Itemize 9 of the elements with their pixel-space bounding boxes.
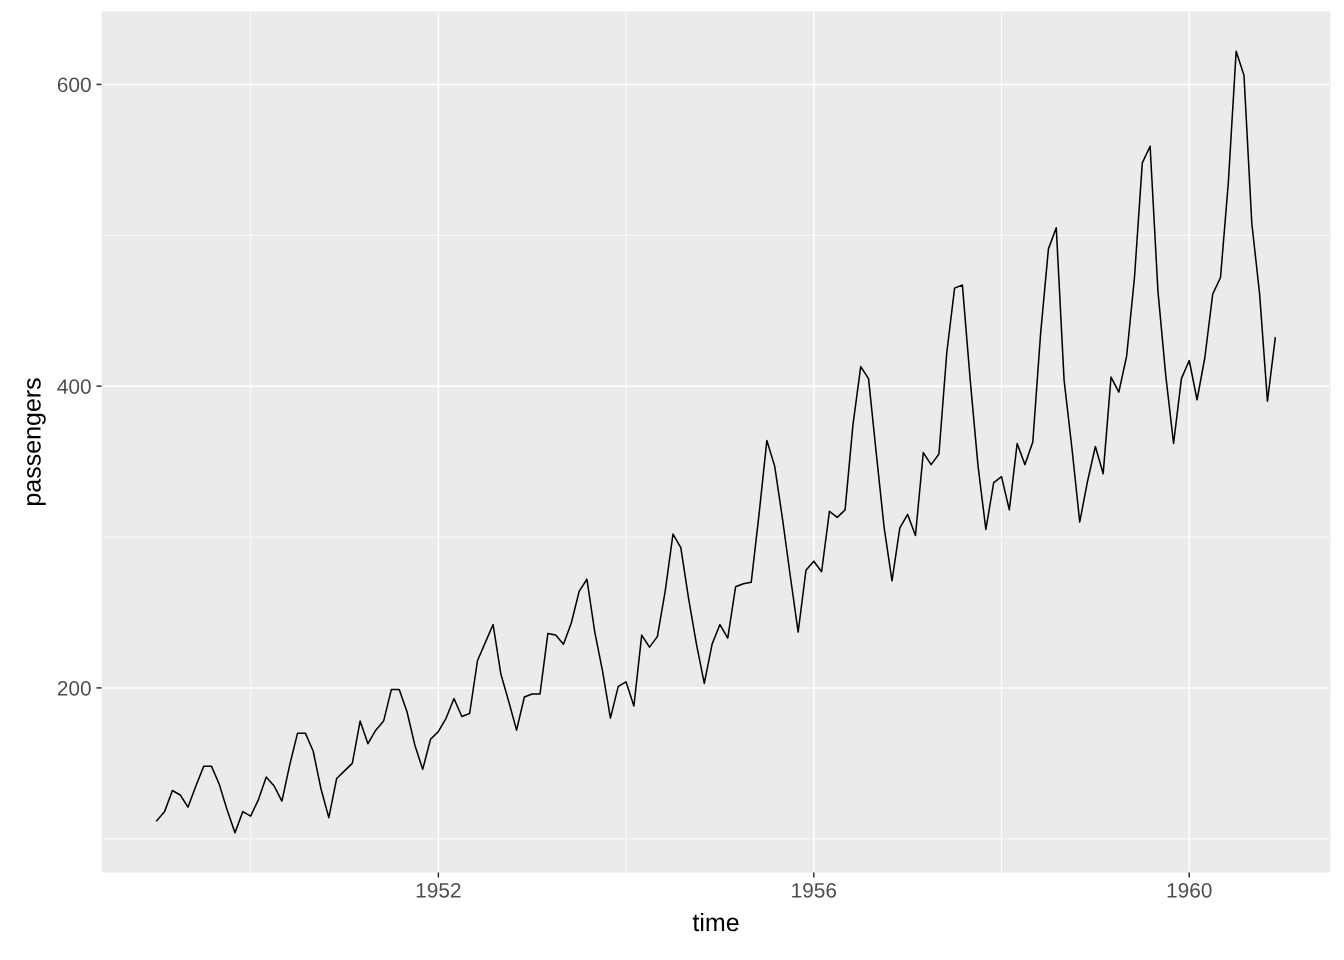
x-tick-label: 1956 xyxy=(792,882,837,898)
y-tick-label: 400 xyxy=(57,379,91,394)
x-tick-label: 1952 xyxy=(416,882,461,898)
y-axis-title: passengers xyxy=(27,378,46,505)
x-axis-title: time xyxy=(692,912,739,932)
line-series xyxy=(155,50,1277,834)
y-tick-label: 200 xyxy=(57,680,91,696)
x-tick-label: 1960 xyxy=(1167,882,1212,898)
y-tick-label: 600 xyxy=(57,77,91,93)
